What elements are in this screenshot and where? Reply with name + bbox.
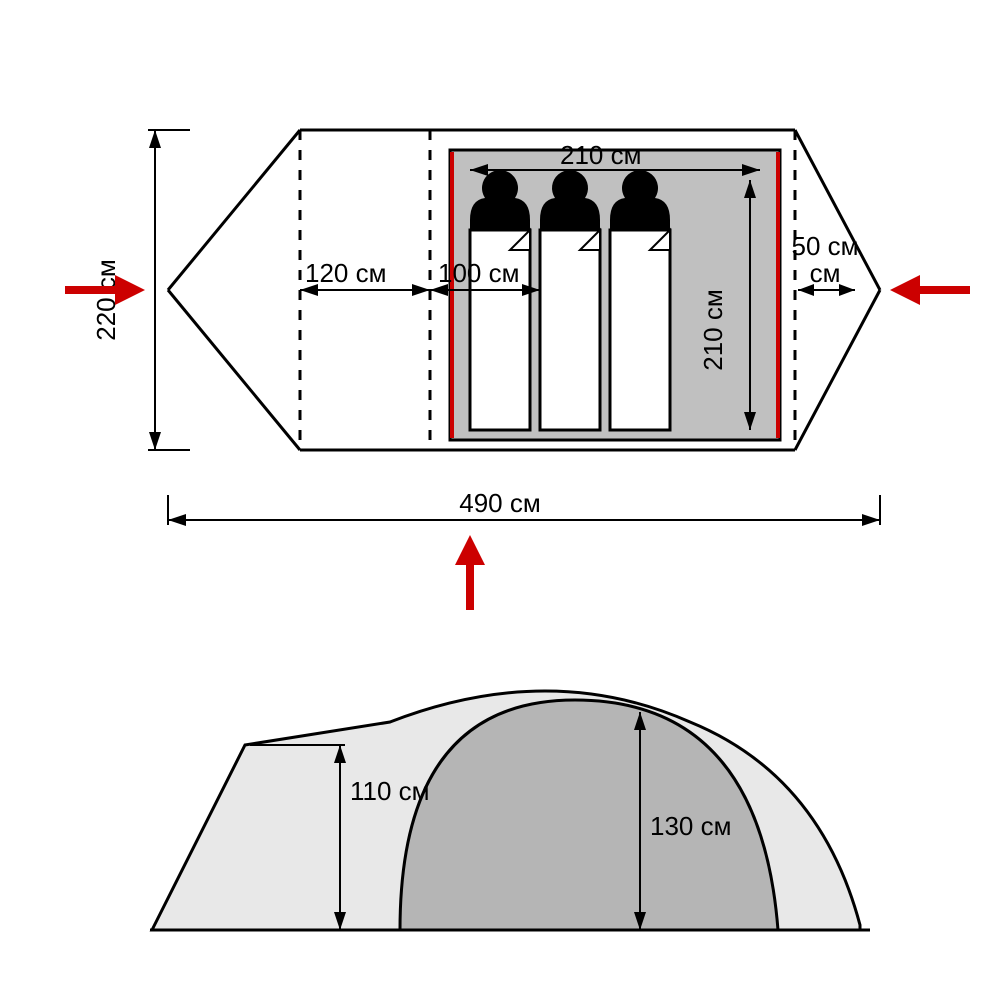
label-110: 110 см — [350, 776, 430, 806]
label-120: 120 см — [305, 258, 386, 288]
label-50: 50 см — [791, 231, 858, 261]
dim-50: 50 см см — [791, 231, 858, 296]
dim-120: 120 см — [300, 258, 430, 296]
sleeping-bag-3 — [610, 170, 670, 430]
label-room-h: 210 см — [698, 289, 728, 370]
label-room-w: 210 см — [560, 140, 641, 170]
entry-arrow-bottom — [455, 535, 485, 610]
sleeping-bag-1 — [470, 170, 530, 430]
label-490: 490 см — [459, 488, 540, 518]
sleeping-bag-2 — [540, 170, 600, 430]
label-50-unit: см — [810, 258, 841, 288]
label-100: 100 см — [438, 258, 519, 288]
dim-total-490: 490 см — [168, 488, 880, 526]
entry-arrow-right — [890, 275, 970, 305]
label-130: 130 см — [650, 811, 731, 841]
topview-left-tip — [168, 130, 300, 450]
